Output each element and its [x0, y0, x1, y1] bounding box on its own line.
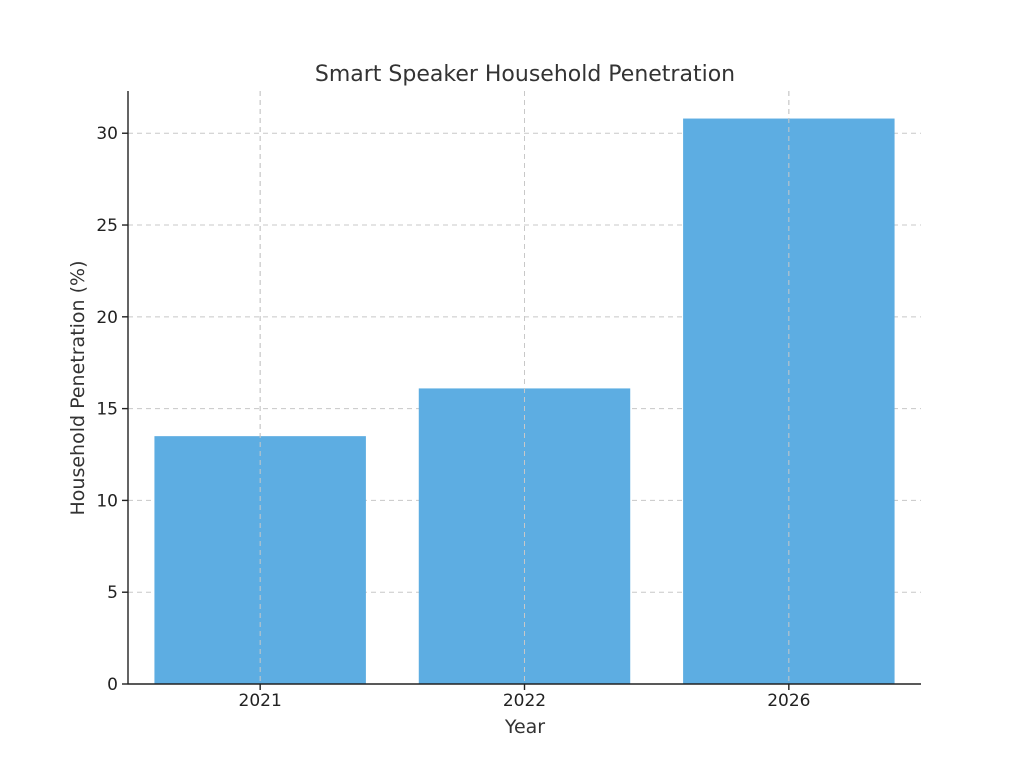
axes [122, 91, 921, 690]
y-tick-label: 0 [107, 675, 118, 695]
x-tick-label: 2022 [503, 691, 546, 711]
y-tick-label: 30 [96, 124, 118, 144]
y-tick-label: 5 [107, 583, 118, 603]
y-tick-label: 20 [96, 308, 118, 328]
y-tick-label: 15 [96, 400, 118, 420]
y-axis-label: Household Penetration (%) [67, 260, 89, 515]
y-tick-label: 25 [96, 216, 118, 236]
tick-labels: 0 5 10 15 20 25 30 2021 2022 2026 [96, 124, 810, 711]
x-axis-label: Year [504, 716, 545, 738]
chart-title: Smart Speaker Household Penetration [315, 62, 735, 87]
x-tick-label: 2021 [239, 691, 282, 711]
x-tick-label: 2026 [767, 691, 810, 711]
y-tick-label: 10 [96, 491, 118, 511]
